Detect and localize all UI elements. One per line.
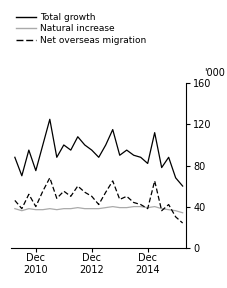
Text: '000: '000 — [204, 68, 225, 78]
Legend: Total growth, Natural increase, Net overseas migration: Total growth, Natural increase, Net over… — [16, 13, 146, 45]
